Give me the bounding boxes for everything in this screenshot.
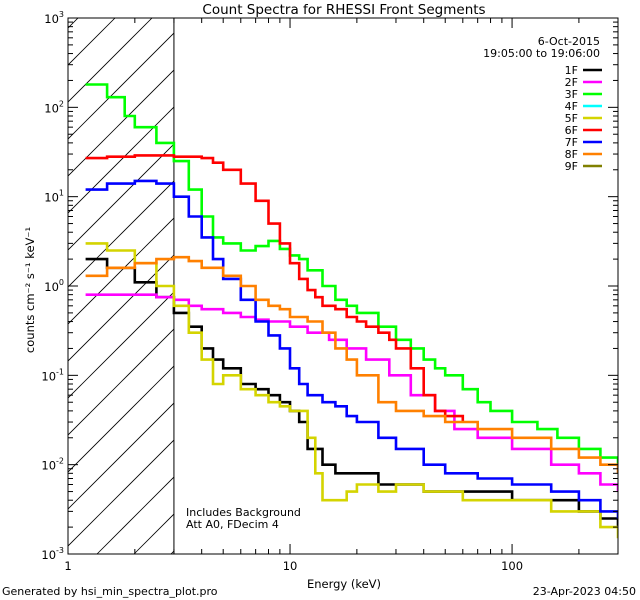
legend-label-6F: 6F <box>565 124 578 137</box>
date-label: 6-Oct-2015 <box>538 35 600 48</box>
hatch-line <box>68 32 174 140</box>
series-line-6F <box>85 154 465 422</box>
y-tick-label: 101 <box>44 189 64 205</box>
hatch-line <box>96 476 174 554</box>
excluded-energy-hatch <box>68 18 174 554</box>
y-tick-label: 10-3 <box>41 546 64 562</box>
hatch-line <box>68 217 174 325</box>
y-tick-label: 102 <box>44 99 64 115</box>
legend-label-9F: 9F <box>565 160 578 173</box>
hatch-line <box>68 402 174 510</box>
y-tick-label: 100 <box>44 278 64 294</box>
hatch-line <box>68 18 153 103</box>
generated-by-label: Generated by hsi_min_spectra_plot.pro <box>2 585 218 598</box>
hatch-line <box>68 180 174 288</box>
legend-label-1F: 1F <box>565 64 578 77</box>
hatch-line <box>68 254 174 362</box>
annotation-background: Includes Background <box>186 506 301 519</box>
legend-label-2F: 2F <box>565 76 578 89</box>
legend-label-5F: 5F <box>565 112 578 125</box>
series-line-1F <box>85 257 618 528</box>
x-tick-label: 100 <box>501 559 523 573</box>
y-tick-label: 103 <box>44 10 64 26</box>
axis-ticks <box>67 17 619 555</box>
hatch-line <box>68 69 174 177</box>
legend-label-7F: 7F <box>565 136 578 149</box>
y-tick-label: 10-1 <box>41 367 64 383</box>
y-axis-label: counts cm⁻² s⁻¹ keV⁻¹ <box>23 227 37 353</box>
legend-label-8F: 8F <box>565 148 578 161</box>
timestamp-label: 23-Apr-2023 04:50 <box>533 585 636 598</box>
series-line-3F <box>85 83 618 465</box>
series-line-8F <box>85 255 618 474</box>
hatch-line <box>68 439 174 547</box>
series-line-7F <box>85 179 618 519</box>
time-range-label: 19:05:00 to 19:06:00 <box>483 47 600 60</box>
x-axis-label: Energy (keV) <box>307 577 381 591</box>
y-tick-label: 10-2 <box>41 457 64 473</box>
x-tick-label: 10 <box>283 559 298 573</box>
chart-title: Count Spectra for RHESSI Front Segments <box>202 2 485 18</box>
series-line-5F <box>85 242 618 539</box>
x-tick-label: 1 <box>64 559 71 573</box>
series-line-2F <box>85 293 618 492</box>
legend-label-3F: 3F <box>565 88 578 101</box>
annotation-attenuator: Att A0, FDecim 4 <box>186 518 279 531</box>
legend-label-4F: 4F <box>565 100 578 113</box>
hatch-line <box>68 365 174 473</box>
hatch-line <box>68 328 174 436</box>
